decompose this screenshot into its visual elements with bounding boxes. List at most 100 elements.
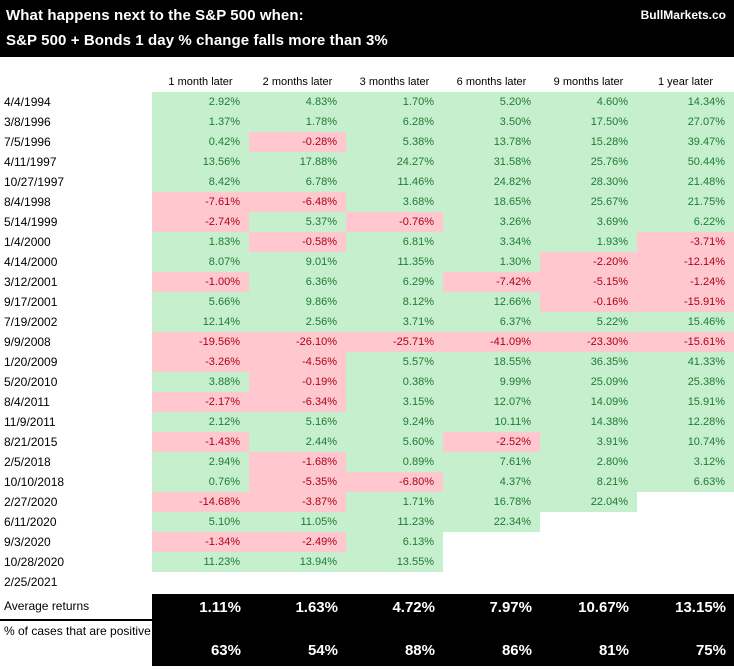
value-cell: 6.22% bbox=[637, 212, 734, 232]
value-cell: 12.66% bbox=[443, 292, 540, 312]
value-cell: -7.61% bbox=[152, 192, 249, 212]
value-cell: 9.86% bbox=[249, 292, 346, 312]
value-cell: -0.19% bbox=[249, 372, 346, 392]
date-cell: 4/4/1994 bbox=[4, 95, 51, 109]
value-cell: 11.35% bbox=[346, 252, 443, 272]
value-cell: 5.37% bbox=[249, 212, 346, 232]
percent-positive-value-cell: 54% bbox=[307, 642, 338, 659]
value-cell bbox=[637, 552, 734, 572]
value-cell: 15.28% bbox=[540, 132, 637, 152]
value-cell: 3.26% bbox=[443, 212, 540, 232]
value-cell bbox=[249, 572, 346, 592]
table-row: 2/5/2018 2.94% -1.68% 0.89% 7.61% 2.80% 3.12% bbox=[0, 452, 734, 472]
value-cell: -41.09% bbox=[443, 332, 540, 352]
summary-footer: Average returns 1.11% 1.63% 4.72% 7.97% 10.67… bbox=[0, 594, 734, 666]
value-cell: -2.20% bbox=[540, 252, 637, 272]
date-cell: 3/8/1996 bbox=[4, 115, 51, 129]
value-cell: -0.16% bbox=[540, 292, 637, 312]
value-cell bbox=[540, 552, 637, 572]
table-row: 9/17/2001 5.66% 9.86% 8.12% 12.66% -0.16% -15.… bbox=[0, 292, 734, 312]
value-cell: 24.27% bbox=[346, 152, 443, 172]
value-cell: 16.78% bbox=[443, 492, 540, 512]
value-cell: 9.24% bbox=[346, 412, 443, 432]
average-value-cell: 10.67% bbox=[578, 599, 629, 616]
value-cell: 8.42% bbox=[152, 172, 249, 192]
value-cell: 3.69% bbox=[540, 212, 637, 232]
value-cell: 1.78% bbox=[249, 112, 346, 132]
value-cell: 15.91% bbox=[637, 392, 734, 412]
value-cell: -1.34% bbox=[152, 532, 249, 552]
value-cell: 50.44% bbox=[637, 152, 734, 172]
column-header-5: 9 months later bbox=[553, 76, 624, 88]
table-row: 1/20/2009 -3.26% -4.56% 5.57% 18.55% 36.35% 41… bbox=[0, 352, 734, 372]
value-cell: 1.70% bbox=[346, 92, 443, 112]
value-cell: 17.88% bbox=[249, 152, 346, 172]
value-cell: 25.67% bbox=[540, 192, 637, 212]
value-cell: 25.38% bbox=[637, 372, 734, 392]
date-cell: 3/12/2001 bbox=[4, 275, 58, 289]
value-cell: 22.34% bbox=[443, 512, 540, 532]
value-cell: 9.99% bbox=[443, 372, 540, 392]
value-cell bbox=[152, 572, 249, 592]
percent-positive-value-cell: 81% bbox=[598, 642, 629, 659]
value-cell: 6.78% bbox=[249, 172, 346, 192]
value-cell: 11.23% bbox=[152, 552, 249, 572]
value-cell: -15.91% bbox=[637, 292, 734, 312]
value-cell: 18.65% bbox=[443, 192, 540, 212]
value-cell: -6.48% bbox=[249, 192, 346, 212]
value-cell: -1.00% bbox=[152, 272, 249, 292]
value-cell: -3.87% bbox=[249, 492, 346, 512]
table-row: 10/27/1997 8.42% 6.78% 11.46% 24.82% 28.30% 21… bbox=[0, 172, 734, 192]
value-cell: 2.44% bbox=[249, 432, 346, 452]
value-cell: -3.26% bbox=[152, 352, 249, 372]
value-cell: 15.46% bbox=[637, 312, 734, 332]
value-cell: 3.71% bbox=[346, 312, 443, 332]
percent-positive-row: % of cases that are positive 63% 54% 88% 86%… bbox=[0, 621, 734, 666]
title-bar: What happens next to the S&P 500 when: S… bbox=[0, 0, 734, 57]
column-header-6: 1 year later bbox=[657, 76, 714, 88]
date-cell: 7/5/1996 bbox=[4, 135, 51, 149]
value-cell bbox=[443, 552, 540, 572]
page-title-line1: What happens next to the S&P 500 when: bbox=[6, 7, 304, 24]
table-row: 9/9/2008 -19.56% -26.10% -25.71% -41.09% -23.… bbox=[0, 332, 734, 352]
value-cell: 4.60% bbox=[540, 92, 637, 112]
value-cell: 7.61% bbox=[443, 452, 540, 472]
value-cell: -19.56% bbox=[152, 332, 249, 352]
value-cell: 2.80% bbox=[540, 452, 637, 472]
value-cell: 10.74% bbox=[637, 432, 734, 452]
value-cell: 18.55% bbox=[443, 352, 540, 372]
value-cell: 25.09% bbox=[540, 372, 637, 392]
value-cell: 5.16% bbox=[249, 412, 346, 432]
value-cell: 2.56% bbox=[249, 312, 346, 332]
value-cell bbox=[540, 512, 637, 532]
percent-positive-value-cell: 86% bbox=[501, 642, 532, 659]
value-cell: 12.28% bbox=[637, 412, 734, 432]
value-cell: 0.38% bbox=[346, 372, 443, 392]
value-cell: -6.80% bbox=[346, 472, 443, 492]
average-value-cell: 7.97% bbox=[489, 599, 532, 616]
value-cell: -0.76% bbox=[346, 212, 443, 232]
value-cell: 10.11% bbox=[443, 412, 540, 432]
date-cell: 9/3/2020 bbox=[4, 535, 51, 549]
value-cell: -15.61% bbox=[637, 332, 734, 352]
value-cell: 11.46% bbox=[346, 172, 443, 192]
value-cell: -12.14% bbox=[637, 252, 734, 272]
average-value-cell: 4.72% bbox=[392, 599, 435, 616]
value-cell: 1.93% bbox=[540, 232, 637, 252]
date-cell: 2/25/2021 bbox=[4, 575, 58, 589]
value-cell: 0.42% bbox=[152, 132, 249, 152]
value-cell: 28.30% bbox=[540, 172, 637, 192]
date-cell: 7/19/2002 bbox=[4, 315, 58, 329]
value-cell bbox=[637, 512, 734, 532]
value-cell: -26.10% bbox=[249, 332, 346, 352]
value-cell: 1.37% bbox=[152, 112, 249, 132]
value-cell: 3.12% bbox=[637, 452, 734, 472]
value-cell: -6.34% bbox=[249, 392, 346, 412]
value-cell: 31.58% bbox=[443, 152, 540, 172]
table-row: 8/4/1998 -7.61% -6.48% 3.68% 18.65% 25.67% 21.… bbox=[0, 192, 734, 212]
table-row: 3/12/2001 -1.00% 6.36% 6.29% -7.42% -5.15% -1.… bbox=[0, 272, 734, 292]
average-returns-row: Average returns 1.11% 1.63% 4.72% 7.97% 10.67… bbox=[0, 594, 734, 621]
value-cell bbox=[637, 532, 734, 552]
table-row: 3/8/1996 1.37% 1.78% 6.28% 3.50% 17.50% 27.07% bbox=[0, 112, 734, 132]
